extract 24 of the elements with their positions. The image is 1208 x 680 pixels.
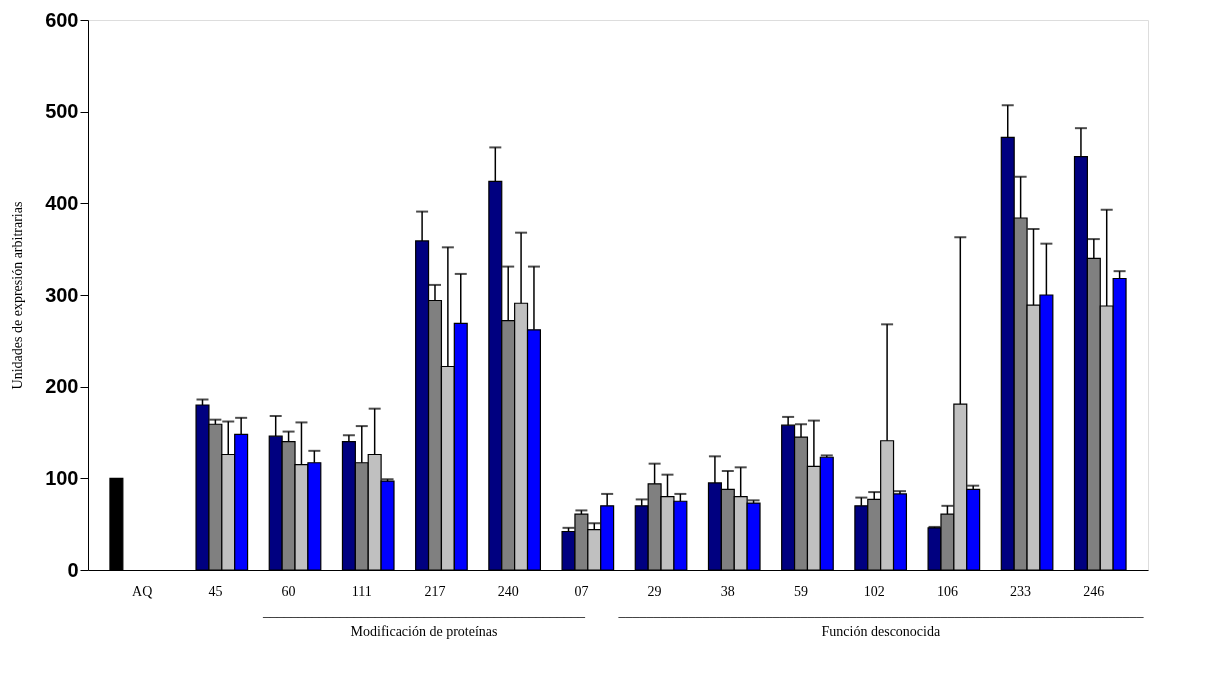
- x-tick-label: 106: [936, 583, 958, 599]
- y-tick-label: 500: [45, 100, 79, 123]
- x-tick-label: 29: [647, 583, 662, 599]
- x-tick-label: 102: [863, 583, 885, 599]
- x-tick-label: 38: [720, 583, 735, 599]
- x-tick-label: 07: [574, 583, 589, 599]
- x-tick-label: 59: [794, 583, 809, 599]
- y-axis-title: Unidades de expresión arbitrarias: [10, 201, 26, 390]
- y-tick-label: 300: [45, 283, 79, 306]
- x-tick-label: 45: [208, 583, 223, 599]
- y-tick-label: 400: [45, 191, 79, 214]
- text: ______________________________________________ Modificación de proteínas: [262, 604, 587, 639]
- x-tick-label: 217: [424, 583, 446, 599]
- y-tick-label: 100: [45, 466, 79, 489]
- x-tick-label: 111: [351, 583, 372, 599]
- x-tick-label: 233: [1010, 583, 1032, 599]
- y-tick-label: 0: [67, 558, 79, 581]
- y-tick-label: 200: [45, 375, 79, 398]
- x-tick-label: 246: [1083, 583, 1105, 599]
- text: ___________________________________________________________________________ Función desconocida: [617, 604, 1145, 639]
- x-tick-label: 240: [497, 583, 519, 599]
- x-tick-label: AQ: [132, 583, 153, 599]
- x-tick-label: 60: [281, 583, 296, 599]
- y-tick-label: 600: [45, 8, 79, 31]
